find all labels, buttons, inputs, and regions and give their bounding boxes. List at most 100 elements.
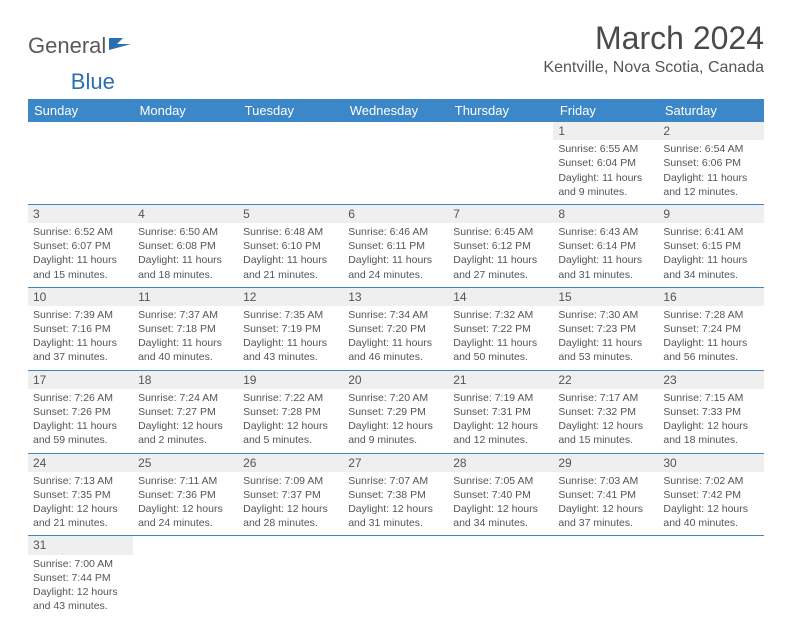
calendar-cell xyxy=(133,536,238,618)
day-info-line: Daylight: 11 hours xyxy=(453,253,548,267)
day-info-line: Sunset: 7:24 PM xyxy=(663,322,758,336)
day-info-line: Sunset: 7:23 PM xyxy=(558,322,653,336)
day-info-line: Sunrise: 6:41 AM xyxy=(663,225,758,239)
day-number: 5 xyxy=(238,205,343,223)
day-info-line: and 18 minutes. xyxy=(663,433,758,447)
day-info-line: Sunrise: 7:13 AM xyxy=(33,474,128,488)
day-info-line: Sunset: 6:14 PM xyxy=(558,239,653,253)
calendar-cell: 25Sunrise: 7:11 AMSunset: 7:36 PMDayligh… xyxy=(133,453,238,536)
day-info-line: and 43 minutes. xyxy=(33,599,128,613)
day-info-line: Sunset: 7:20 PM xyxy=(348,322,443,336)
calendar-cell xyxy=(448,122,553,204)
flag-icon xyxy=(109,30,131,56)
day-info-line: Sunrise: 7:09 AM xyxy=(243,474,338,488)
day-info-line: Sunset: 7:42 PM xyxy=(663,488,758,502)
day-number: 13 xyxy=(343,288,448,306)
day-info-line: Daylight: 12 hours xyxy=(348,419,443,433)
day-info-line: and 27 minutes. xyxy=(453,268,548,282)
day-info-line: and 31 minutes. xyxy=(558,268,653,282)
day-info-line: Sunset: 6:12 PM xyxy=(453,239,548,253)
day-info-line: Sunset: 7:29 PM xyxy=(348,405,443,419)
day-info-line: Sunrise: 7:26 AM xyxy=(33,391,128,405)
day-info-line: Daylight: 12 hours xyxy=(243,419,338,433)
day-number: 31 xyxy=(28,536,133,554)
day-info-line: and 43 minutes. xyxy=(243,350,338,364)
day-info-line: Daylight: 11 hours xyxy=(348,253,443,267)
day-info-line: Daylight: 11 hours xyxy=(33,253,128,267)
calendar-cell: 15Sunrise: 7:30 AMSunset: 7:23 PMDayligh… xyxy=(553,287,658,370)
calendar-cell: 31Sunrise: 7:00 AMSunset: 7:44 PMDayligh… xyxy=(28,536,133,618)
day-info-line: Sunrise: 7:24 AM xyxy=(138,391,233,405)
day-info-line: and 24 minutes. xyxy=(138,516,233,530)
day-info-line: Daylight: 12 hours xyxy=(33,502,128,516)
day-number: 24 xyxy=(28,454,133,472)
calendar-week-row: 1Sunrise: 6:55 AMSunset: 6:04 PMDaylight… xyxy=(28,122,764,204)
day-info-line: Daylight: 12 hours xyxy=(558,419,653,433)
day-info-line: and 9 minutes. xyxy=(558,185,653,199)
calendar-cell xyxy=(343,536,448,618)
day-number: 19 xyxy=(238,371,343,389)
day-info-line: Daylight: 11 hours xyxy=(663,336,758,350)
day-number: 23 xyxy=(658,371,763,389)
day-info-line: and 40 minutes. xyxy=(663,516,758,530)
day-info-line: and 2 minutes. xyxy=(138,433,233,447)
day-header: Monday xyxy=(133,99,238,122)
day-info-line: Sunrise: 7:07 AM xyxy=(348,474,443,488)
day-info-line: and 37 minutes. xyxy=(33,350,128,364)
day-info-line: Sunrise: 7:15 AM xyxy=(663,391,758,405)
day-number: 12 xyxy=(238,288,343,306)
day-info-line: Daylight: 11 hours xyxy=(558,336,653,350)
calendar-cell: 9Sunrise: 6:41 AMSunset: 6:15 PMDaylight… xyxy=(658,204,763,287)
day-info-line: and 21 minutes. xyxy=(33,516,128,530)
day-header: Thursday xyxy=(448,99,553,122)
calendar-week-row: 10Sunrise: 7:39 AMSunset: 7:16 PMDayligh… xyxy=(28,287,764,370)
calendar-cell: 4Sunrise: 6:50 AMSunset: 6:08 PMDaylight… xyxy=(133,204,238,287)
calendar-cell xyxy=(658,536,763,618)
day-info-line: Daylight: 11 hours xyxy=(138,336,233,350)
calendar-cell xyxy=(238,122,343,204)
day-info-line: Daylight: 11 hours xyxy=(33,419,128,433)
calendar-header-row: SundayMondayTuesdayWednesdayThursdayFrid… xyxy=(28,99,764,122)
calendar-cell: 22Sunrise: 7:17 AMSunset: 7:32 PMDayligh… xyxy=(553,370,658,453)
calendar-cell: 30Sunrise: 7:02 AMSunset: 7:42 PMDayligh… xyxy=(658,453,763,536)
calendar-cell xyxy=(343,122,448,204)
day-info-line: and 24 minutes. xyxy=(348,268,443,282)
day-info-line: and 46 minutes. xyxy=(348,350,443,364)
day-info-line: Sunrise: 7:28 AM xyxy=(663,308,758,322)
day-number: 16 xyxy=(658,288,763,306)
day-header: Friday xyxy=(553,99,658,122)
calendar-cell: 8Sunrise: 6:43 AMSunset: 6:14 PMDaylight… xyxy=(553,204,658,287)
day-info-line: and 28 minutes. xyxy=(243,516,338,530)
calendar-cell xyxy=(553,536,658,618)
day-info-line: Sunset: 6:10 PM xyxy=(243,239,338,253)
day-header: Sunday xyxy=(28,99,133,122)
day-info-line: and 37 minutes. xyxy=(558,516,653,530)
logo-text-1: General xyxy=(28,33,106,59)
day-info-line: Daylight: 12 hours xyxy=(138,419,233,433)
day-info-line: Sunrise: 6:43 AM xyxy=(558,225,653,239)
day-info-line: and 53 minutes. xyxy=(558,350,653,364)
day-number: 3 xyxy=(28,205,133,223)
day-info-line: Sunrise: 7:39 AM xyxy=(33,308,128,322)
calendar-cell: 14Sunrise: 7:32 AMSunset: 7:22 PMDayligh… xyxy=(448,287,553,370)
day-info-line: Sunrise: 6:55 AM xyxy=(558,142,653,156)
day-header: Saturday xyxy=(658,99,763,122)
day-info-line: Sunrise: 7:35 AM xyxy=(243,308,338,322)
day-info-line: Sunrise: 7:30 AM xyxy=(558,308,653,322)
calendar-cell: 3Sunrise: 6:52 AMSunset: 6:07 PMDaylight… xyxy=(28,204,133,287)
day-info-line: and 15 minutes. xyxy=(558,433,653,447)
day-info-line: Sunrise: 7:17 AM xyxy=(558,391,653,405)
day-number: 29 xyxy=(553,454,658,472)
day-info-line: Daylight: 11 hours xyxy=(243,336,338,350)
calendar-cell: 12Sunrise: 7:35 AMSunset: 7:19 PMDayligh… xyxy=(238,287,343,370)
day-info-line: Sunset: 6:04 PM xyxy=(558,156,653,170)
day-info-line: Sunset: 6:11 PM xyxy=(348,239,443,253)
day-header: Wednesday xyxy=(343,99,448,122)
day-info-line: Sunrise: 7:32 AM xyxy=(453,308,548,322)
day-number: 4 xyxy=(133,205,238,223)
day-info-line: and 34 minutes. xyxy=(453,516,548,530)
day-info-line: Sunrise: 6:52 AM xyxy=(33,225,128,239)
day-info-line: Sunset: 7:16 PM xyxy=(33,322,128,336)
calendar-cell: 24Sunrise: 7:13 AMSunset: 7:35 PMDayligh… xyxy=(28,453,133,536)
day-header: Tuesday xyxy=(238,99,343,122)
